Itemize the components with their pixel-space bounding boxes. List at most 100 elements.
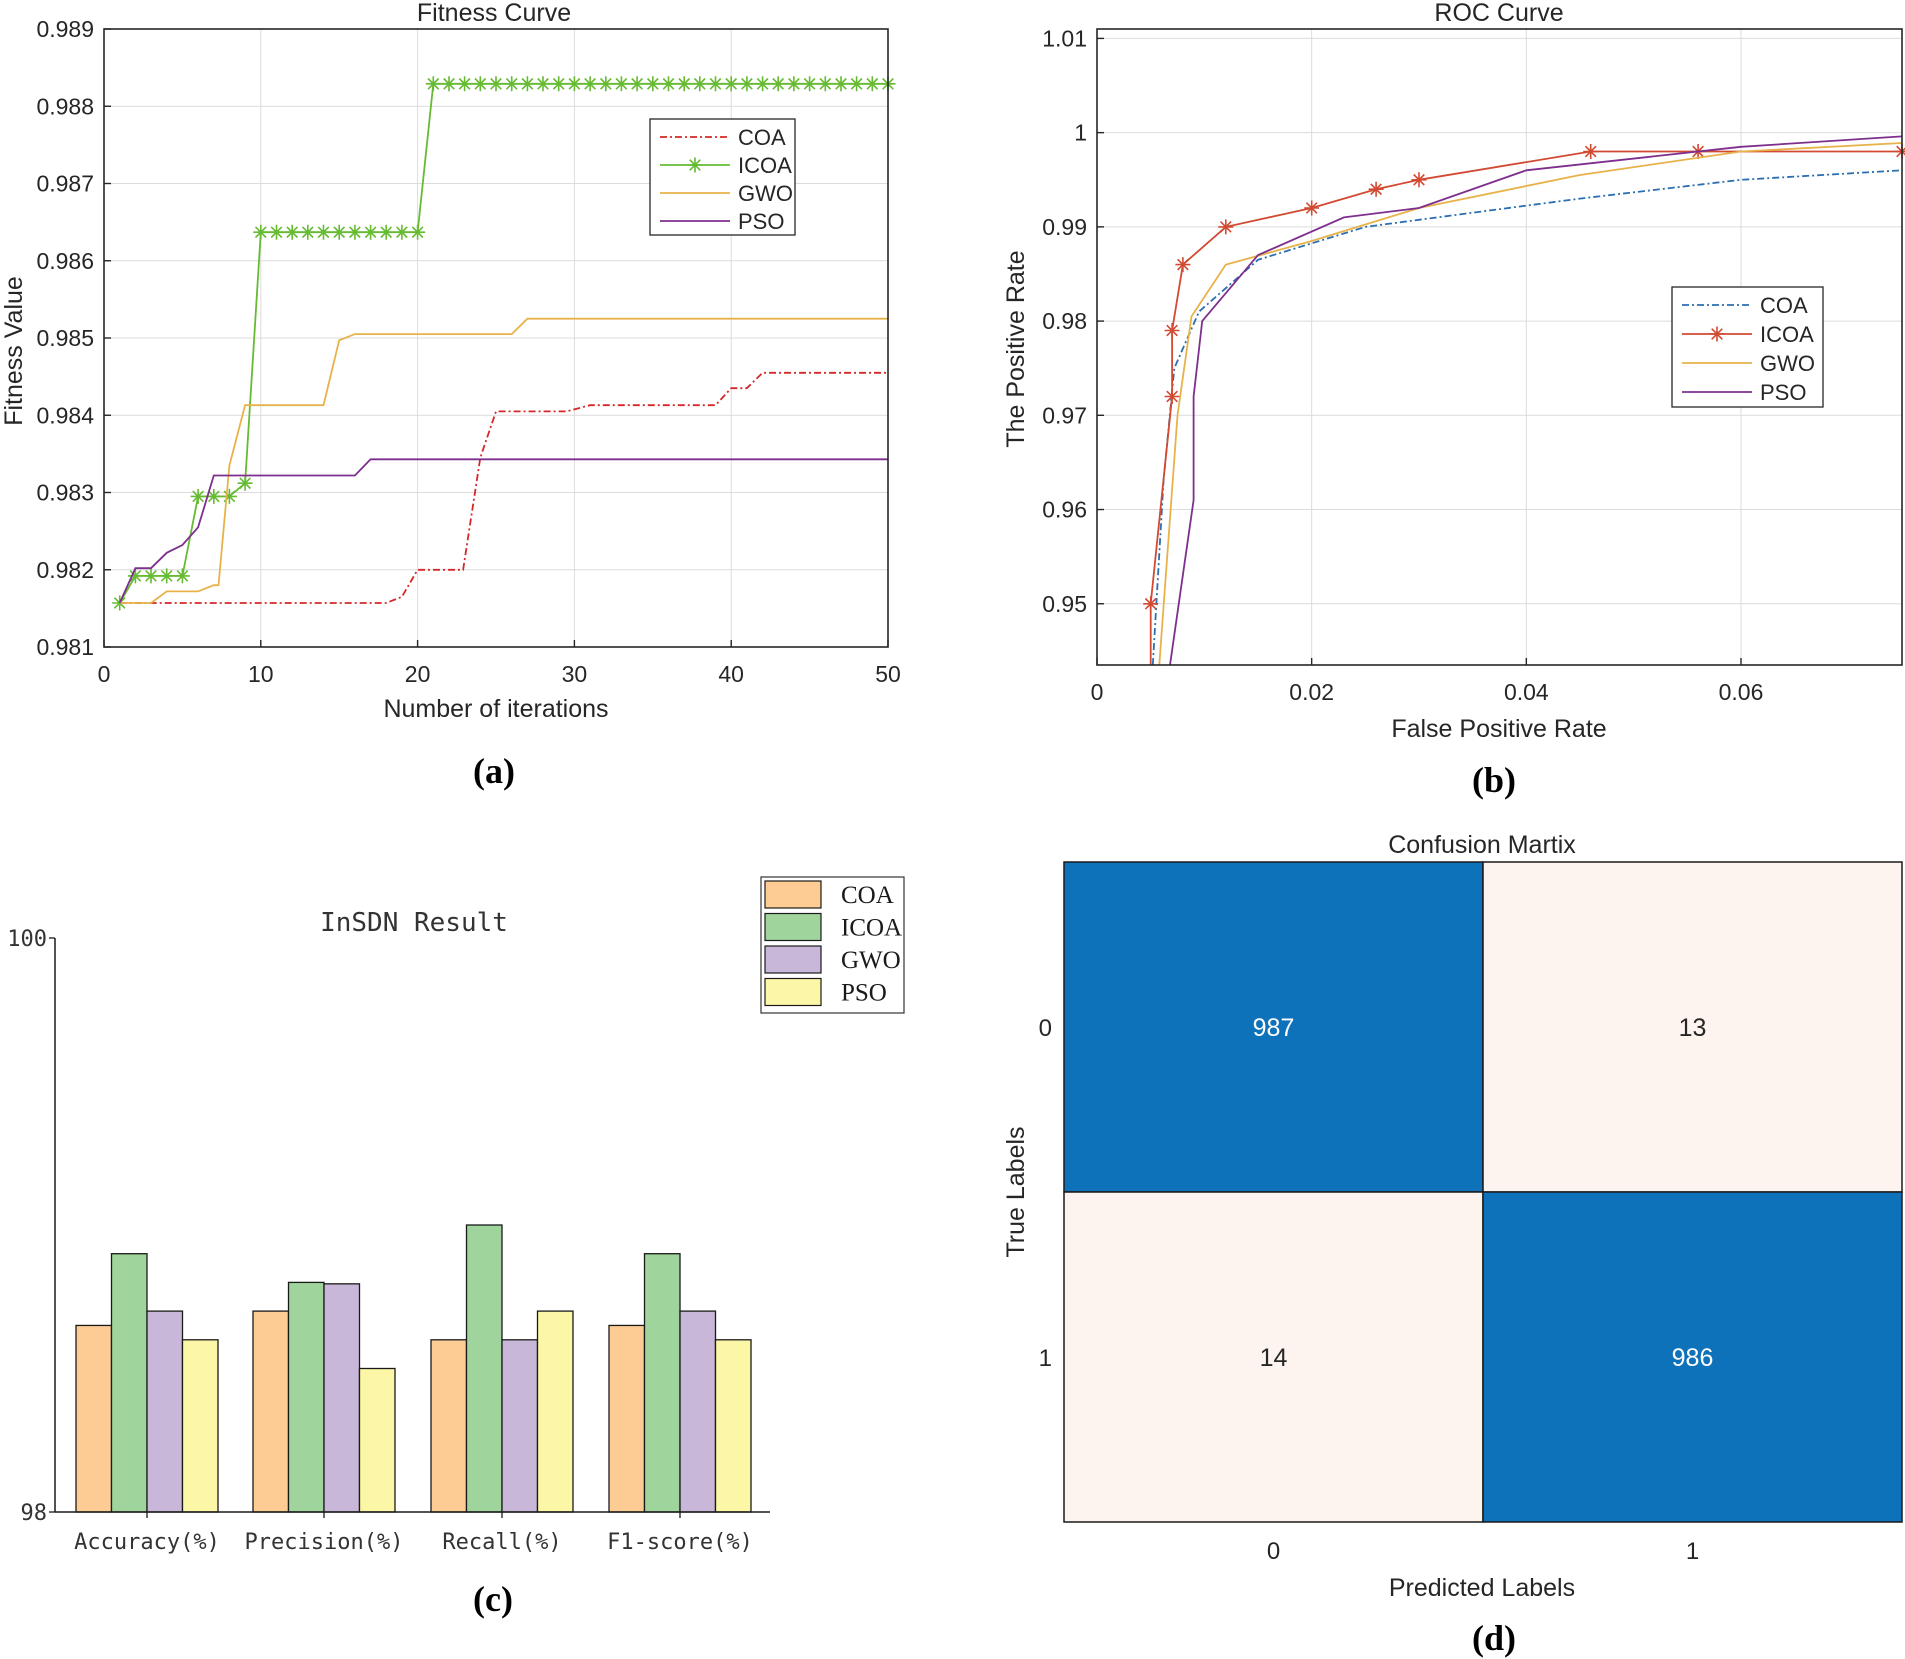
data-point-icoa — [566, 76, 582, 92]
data-point-icoa — [300, 224, 316, 240]
legend-swatch-gwo — [764, 945, 822, 974]
data-point-icoa — [159, 568, 175, 584]
y-tick-label: 0.987 — [36, 171, 94, 197]
data-point-icoa — [347, 224, 363, 240]
panel-c-insdn-bars: Accuracy(%) Precision(%) Recall(%) F1-score… — [7, 876, 905, 1619]
legend-box — [649, 118, 796, 236]
x-tick-label: 0.02 — [1289, 679, 1334, 705]
data-point-icoa — [645, 76, 661, 92]
y-tick-label: 0.981 — [36, 634, 94, 660]
legend-marker-icoa — [1709, 326, 1725, 342]
legend-label-pso: PSO — [738, 209, 784, 234]
data-point-icoa — [755, 76, 771, 92]
bar-gwo-3 — [679, 1310, 717, 1513]
data-point-icoa — [535, 76, 551, 92]
legend-label-coa: COA — [841, 882, 894, 909]
data-point-icoa — [253, 224, 269, 240]
legend-box — [1671, 286, 1824, 408]
data-point-icoa — [488, 76, 504, 92]
panel-b-roc-curve: 0 0.02 0.04 0.06 0.95 0.96 0.97 0.98 0.99 1 1.01 R… — [1002, 0, 1905, 800]
data-point-icoa — [849, 76, 865, 92]
x-category-label: F1-score(%) — [607, 1530, 753, 1555]
matrix-cell-0-1 — [1482, 861, 1903, 1193]
matrix-value-1-1: 986 — [1672, 1344, 1714, 1372]
bar-pso-0 — [181, 1339, 219, 1513]
matrix-cell-0-0 — [1063, 861, 1484, 1193]
b-chart-title: ROC Curve — [1434, 0, 1563, 27]
a-tick-group: 0 10 20 30 40 50 0.981 0.982 0.983 0.984 0.985 0.98… — [36, 16, 900, 687]
y-tick-label: 0.986 — [36, 248, 94, 274]
data-point-icoa — [692, 76, 708, 92]
c-bars-group — [75, 1224, 752, 1513]
legend-label-icoa: ICOA — [1760, 322, 1814, 347]
b-x-axis-label: False Positive Rate — [1391, 715, 1606, 743]
data-point-icoa — [661, 76, 676, 92]
data-point-icoa — [551, 76, 567, 92]
bar-coa-2 — [430, 1339, 468, 1513]
legend-label-pso: PSO — [1760, 380, 1806, 405]
data-point-icoa — [582, 76, 598, 92]
b-y-axis-label: The Positive Rate — [1002, 250, 1030, 447]
data-point-icoa — [833, 76, 849, 92]
data-point-icoa — [1175, 257, 1191, 273]
y-tick-label: 0.97 — [1042, 402, 1087, 428]
x-tick-label: 10 — [248, 661, 274, 687]
data-point-icoa — [316, 224, 331, 240]
data-point-icoa — [1583, 144, 1599, 159]
bar-gwo-0 — [146, 1310, 184, 1513]
data-point-icoa — [221, 488, 237, 504]
x-category-label: Precision(%) — [245, 1530, 404, 1555]
x-tick-label: 20 — [405, 661, 431, 687]
matrix-value-0-0: 987 — [1253, 1014, 1295, 1042]
data-point-icoa — [1143, 596, 1159, 612]
series-line-icoa — [1149, 150, 1902, 665]
legend-label-pso: PSO — [841, 980, 887, 1007]
legend-swatch-pso — [764, 977, 822, 1007]
x-tick-label: 0.04 — [1504, 679, 1549, 705]
data-point-icoa — [1368, 181, 1384, 197]
data-point-icoa — [174, 568, 190, 584]
data-point-icoa — [394, 224, 410, 240]
data-point-icoa — [363, 224, 379, 240]
series-line-coa — [119, 371, 888, 604]
data-point-icoa — [739, 76, 755, 92]
data-point-icoa — [441, 76, 457, 92]
a-x-axis-label: Number of iterations — [383, 695, 608, 723]
x-category-label: Recall(%) — [442, 1530, 561, 1555]
a-y-axis-label: Fitness Value — [0, 276, 28, 426]
bar-icoa-3 — [643, 1253, 681, 1513]
legend-swatch-icoa — [764, 912, 822, 942]
x-tick-label: 0.06 — [1719, 679, 1764, 705]
data-point-icoa — [676, 76, 692, 92]
c-legend: COA ICOA GWO PSO — [760, 876, 905, 1014]
data-point-icoa — [143, 568, 159, 584]
bar-icoa-1 — [287, 1281, 325, 1513]
data-point-icoa — [206, 488, 222, 504]
y-tick-label: 0.988 — [36, 93, 94, 119]
a-series-group — [112, 76, 896, 611]
data-point-icoa — [504, 76, 520, 92]
x-tick-label: 0 — [98, 661, 111, 687]
bar-gwo-1 — [323, 1283, 361, 1513]
c-chart-title: InSDN Result — [320, 908, 508, 938]
data-point-icoa — [378, 224, 394, 240]
data-point-icoa — [331, 224, 347, 240]
data-point-icoa — [284, 224, 300, 240]
b-tick-group: 0 0.02 0.04 0.06 0.95 0.96 0.97 0.98 0.99 1 1.01 — [1042, 25, 1763, 705]
legend-label-icoa: ICOA — [738, 153, 792, 178]
data-point-icoa — [269, 224, 284, 240]
d-y-axis-label: True Labels — [1002, 1126, 1030, 1257]
bar-coa-1 — [252, 1310, 290, 1513]
series-line-pso — [1169, 135, 1903, 666]
data-point-icoa — [425, 76, 441, 92]
data-point-icoa — [629, 76, 645, 92]
legend-label-gwo: GWO — [841, 947, 901, 974]
y-category-label: 0 — [1039, 1015, 1052, 1042]
legend-marker-icoa — [687, 157, 703, 173]
data-point-icoa — [472, 76, 488, 92]
data-point-icoa — [190, 488, 206, 504]
data-point-icoa — [708, 76, 723, 92]
y-tick-label: 0.984 — [36, 402, 94, 428]
bar-pso-2 — [536, 1310, 574, 1513]
